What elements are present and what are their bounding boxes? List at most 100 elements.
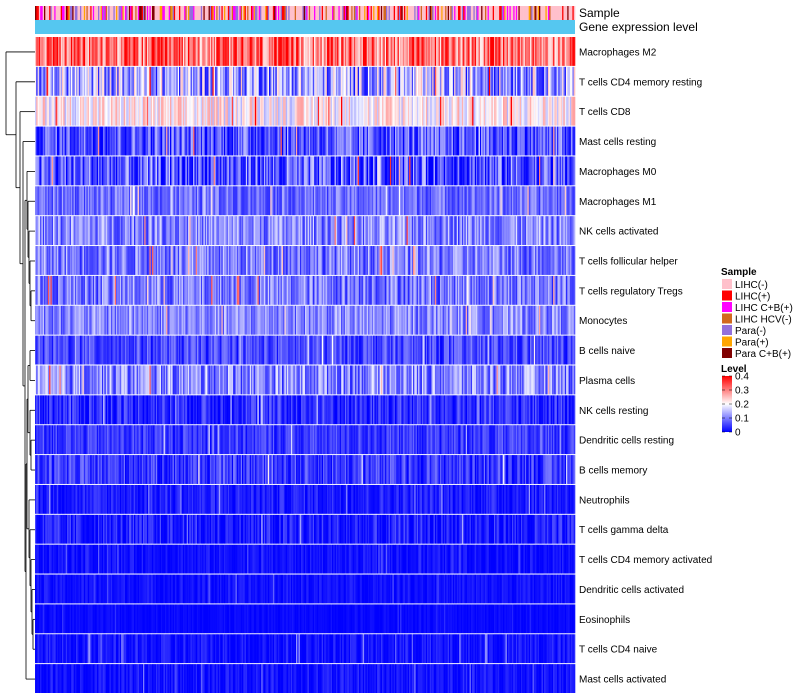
heatmap-cell — [428, 275, 431, 305]
heatmap-cell — [373, 305, 375, 335]
heatmap-cell — [91, 126, 94, 156]
heatmap-cell — [59, 246, 62, 275]
heatmap-cell — [231, 96, 234, 126]
heatmap-cell — [315, 246, 317, 275]
heatmap-cell — [393, 305, 396, 335]
heatmap-cell — [510, 305, 513, 335]
heatmap-cell — [215, 37, 217, 66]
heatmap-cell — [478, 37, 481, 66]
heatmap-cell — [544, 186, 546, 216]
heatmap-cell — [67, 246, 69, 275]
heatmap-cell — [90, 186, 92, 216]
heatmap-cell — [423, 186, 425, 216]
heatmap-cell — [188, 156, 190, 186]
heatmap-cell — [473, 216, 476, 246]
sample-annotation-cell — [287, 6, 289, 20]
heatmap-cell — [379, 216, 382, 246]
heatmap-cell — [271, 37, 274, 66]
heatmap-cell — [170, 156, 172, 186]
sample-annotation-cell — [301, 6, 303, 20]
heatmap-cell — [203, 37, 206, 66]
heatmap-cell — [94, 305, 96, 335]
sample-annotation-cell — [425, 6, 428, 20]
heatmap-cell — [338, 275, 341, 305]
heatmap-cell — [455, 66, 458, 96]
heatmap-cell — [360, 186, 362, 216]
heatmap-cell — [293, 246, 296, 275]
heatmap-cell — [116, 186, 118, 216]
heatmap-cell — [308, 96, 311, 126]
heatmap-cell — [254, 37, 257, 66]
heatmap-cell — [415, 246, 418, 275]
heatmap-cell — [425, 126, 428, 156]
heatmap-cell — [274, 305, 276, 335]
heatmap-cell — [68, 96, 71, 126]
heatmap-cell — [231, 335, 234, 365]
heatmap-cell — [162, 156, 164, 186]
heatmap-cell — [477, 126, 479, 156]
sample-annotation-cell — [323, 6, 325, 20]
sample-annotation-cell — [170, 6, 172, 20]
heatmap-cell — [186, 186, 189, 216]
heatmap-cell — [378, 186, 380, 216]
heatmap-cell — [296, 126, 298, 156]
sample-annotation-cell — [461, 6, 464, 20]
sample-annotation-cell — [288, 6, 290, 20]
heatmap-cell — [501, 126, 504, 156]
heatmap-cell — [132, 335, 135, 365]
heatmap-cell — [253, 126, 256, 156]
heatmap-cell — [211, 335, 213, 365]
heatmap-cell — [157, 275, 159, 305]
heatmap-cell — [321, 37, 324, 66]
heatmap-cell — [278, 305, 280, 335]
sample-annotation-cell — [121, 6, 123, 20]
heatmap-cell — [449, 126, 451, 156]
heatmap-cell — [94, 216, 96, 246]
heatmap-cell — [549, 275, 551, 305]
heatmap-cell — [542, 126, 545, 156]
heatmap-cell — [143, 126, 145, 156]
heatmap-cell — [99, 275, 101, 305]
heatmap-cell — [572, 96, 575, 126]
heatmap-cell — [248, 305, 251, 335]
heatmap-cell — [562, 186, 564, 216]
heatmap-cell — [352, 66, 355, 96]
sample-annotation-cell — [443, 6, 446, 20]
heatmap-cell — [377, 156, 379, 186]
heatmap-cell — [434, 275, 437, 305]
heatmap-cell — [465, 186, 468, 216]
heatmap-cell — [545, 216, 548, 246]
heatmap-cell — [494, 216, 496, 246]
heatmap-cell — [123, 275, 126, 305]
heatmap-cell — [212, 37, 215, 66]
heatmap-cell — [188, 216, 190, 246]
heatmap-cell — [154, 96, 157, 126]
heatmap-cell — [344, 216, 347, 246]
sample-annotation-cell — [497, 6, 500, 20]
heatmap-cell — [191, 275, 194, 305]
heatmap-cell — [297, 156, 299, 186]
heatmap-cell — [389, 126, 392, 156]
heatmap-cell — [537, 186, 540, 216]
heatmap-cell — [551, 156, 554, 186]
sample-annotation-cell — [418, 6, 420, 20]
heatmap-cell — [542, 305, 545, 335]
heatmap-cell — [37, 216, 40, 246]
sample-annotation-cell — [515, 6, 518, 20]
heatmap-cell — [125, 126, 127, 156]
heatmap-cell — [449, 216, 451, 246]
heatmap-cell — [571, 216, 573, 246]
heatmap-cell — [188, 246, 190, 275]
heatmap-cell — [427, 37, 429, 66]
heatmap-cell — [491, 216, 494, 246]
heatmap-cell — [359, 335, 361, 365]
heatmap-cell — [347, 335, 350, 365]
heatmap-cell — [130, 246, 132, 275]
heatmap-cell — [344, 275, 347, 305]
heatmap-cell — [130, 37, 132, 66]
heatmap-cell — [221, 96, 224, 126]
heatmap-cell — [166, 66, 168, 96]
heatmap-cell — [492, 305, 495, 335]
heatmap-cell — [197, 335, 199, 365]
sample-annotation-cell — [189, 6, 191, 20]
